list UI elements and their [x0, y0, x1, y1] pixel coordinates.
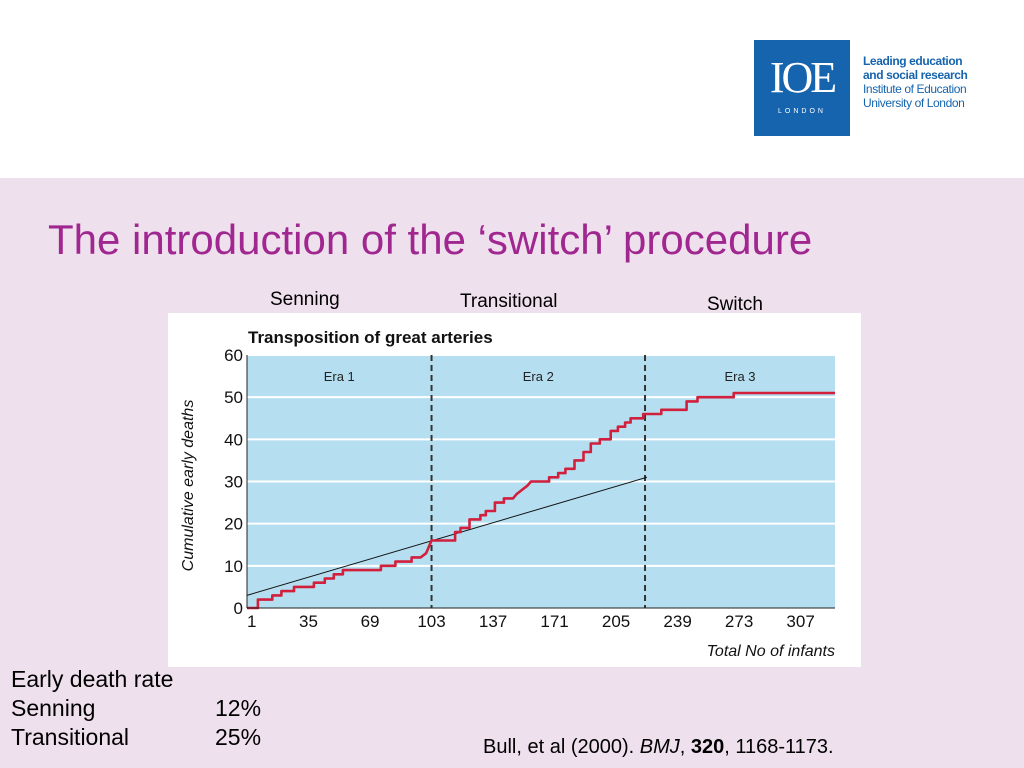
y-tick-label: 40 — [224, 430, 243, 449]
line-chart: Transposition of great arteries Era 1 Era … — [180, 328, 835, 660]
x-tick-label: 35 — [299, 612, 318, 631]
ioe-logo: IOE LONDON — [754, 40, 850, 136]
citation: Bull, et al (2000). BMJ, 320, 1168-1173. — [483, 736, 834, 759]
notes-label: Senning — [11, 695, 96, 721]
x-tick-label: 171 — [540, 612, 568, 631]
chart-container: Transposition of great arteries Era 1 Era … — [168, 313, 861, 667]
x-tick-label: 1 — [247, 612, 256, 631]
x-tick-label: 239 — [663, 612, 691, 631]
logo-tagline-2: and social research — [863, 68, 968, 82]
citation-sep: , — [679, 736, 691, 758]
early-death-rate-notes: Early death rate Senning 12% Transitional… — [11, 665, 261, 752]
y-tick-label: 0 — [234, 599, 243, 618]
y-tick-label: 60 — [224, 346, 243, 365]
citation-authors: Bull, et al (2000). — [483, 736, 640, 758]
era-label: Era 2 — [523, 369, 554, 384]
x-tick-label: 273 — [725, 612, 753, 631]
notes-heading: Early death rate — [11, 666, 174, 692]
y-tick-label: 30 — [224, 473, 243, 492]
era-label-transitional: Transitional — [460, 291, 558, 312]
y-tick-label: 10 — [224, 557, 243, 576]
logo-text: Leading education and social research In… — [863, 54, 968, 110]
era-label-switch: Switch — [707, 294, 763, 315]
notes-label: Transitional — [11, 724, 130, 750]
era-label-senning: Senning — [270, 289, 340, 310]
notes-value: 12% — [215, 695, 262, 721]
citation-volume: 320 — [690, 736, 725, 758]
citation-journal: BMJ — [639, 736, 680, 758]
x-tick-label: 205 — [602, 612, 630, 631]
citation-pages: , 1168-1173. — [724, 736, 834, 758]
logo-institution-1: Institute of Education — [863, 82, 967, 96]
x-tick-label: 137 — [479, 612, 507, 631]
trend-line — [246, 476, 647, 596]
x-tick-label: 69 — [361, 612, 380, 631]
y-tick-label: 50 — [224, 388, 243, 407]
chart-title: Transposition of great arteries — [248, 328, 493, 347]
x-tick-label: 307 — [786, 612, 814, 631]
logo-tagline-1: Leading education — [863, 54, 963, 68]
era-label: Era 3 — [724, 369, 755, 384]
notes-value: 25% — [215, 724, 262, 750]
notes-row-transitional: Transitional 25% — [11, 723, 261, 752]
x-axis-title: Total No of infants — [707, 643, 835, 660]
y-axis-title: Cumulative early deaths — [180, 400, 197, 572]
x-tick-label: 103 — [417, 612, 445, 631]
logo-subtitle: LONDON — [778, 108, 826, 115]
era-label: Era 1 — [324, 369, 355, 384]
logo-mark: IOE — [769, 53, 837, 102]
series-line — [247, 391, 835, 610]
slide-header: IOE LONDON Leading education and social … — [0, 0, 1024, 178]
notes-row-senning: Senning 12% — [11, 694, 261, 723]
logo-institution-2: University of London — [863, 96, 965, 110]
slide-title: The introduction of the ‘switch’ procedu… — [48, 216, 813, 263]
y-tick-label: 20 — [224, 515, 243, 534]
